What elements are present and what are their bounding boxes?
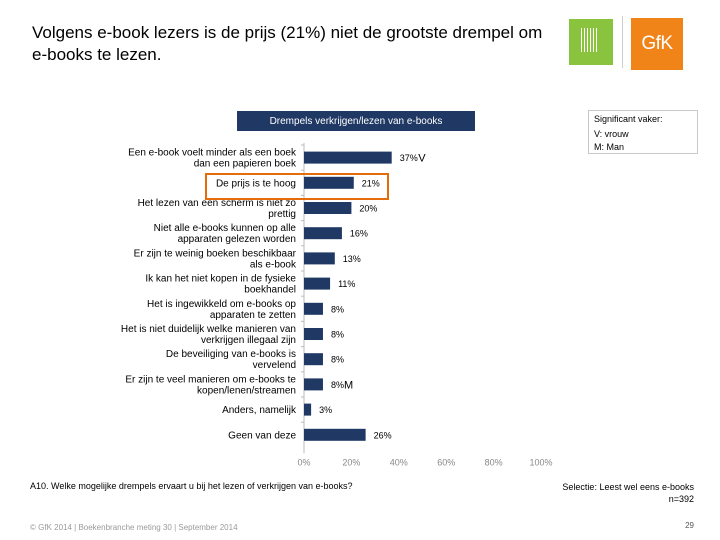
bar <box>304 403 312 416</box>
bar <box>304 302 323 315</box>
x-tick-label: 40% <box>390 457 408 467</box>
data-label: 8% <box>331 380 344 390</box>
x-tick-label: 100% <box>529 457 552 467</box>
barcode-icon <box>581 28 599 57</box>
slide-title: Volgens e-book lezers is de prijs (21%) … <box>32 23 543 64</box>
bar <box>304 353 323 366</box>
category-label: Niet alle e-books kunnen op alle <box>154 223 297 234</box>
data-label: 11% <box>338 279 355 289</box>
data-label: 16% <box>350 229 368 239</box>
bar <box>304 252 335 265</box>
category-label: verkrijgen illegaal zijn <box>201 335 296 346</box>
category-label: Ik kan het niet kopen in de fysieke <box>145 274 296 285</box>
chart-title: Drempels verkrijgen/lezen van e-books <box>237 111 475 131</box>
category-label: Het is ingewikkeld om e-books op <box>147 299 296 310</box>
data-label: 37% <box>400 153 418 163</box>
category-label: De prijs is te hoog <box>216 178 296 189</box>
category-label: apparaten te zetten <box>210 310 296 321</box>
selection-note: Selectie: Leest wel eens e-books n=392 <box>562 481 694 505</box>
bar <box>304 176 354 189</box>
category-label: Het lezen van een scherm is niet zo <box>138 198 297 209</box>
category-label: Er zijn te veel manieren om e-books te <box>125 374 296 385</box>
gfk-logo: GfK <box>631 18 683 70</box>
data-label: 8% <box>331 355 344 365</box>
bar <box>304 151 392 164</box>
category-label: als e-book <box>250 259 297 270</box>
x-tick-label: 20% <box>342 457 360 467</box>
x-tick-label: 0% <box>297 457 310 467</box>
sample-size: n=392 <box>668 494 694 504</box>
significance-legend: Significant vaker: V: vrouw M: Man <box>588 110 698 154</box>
footer-text: © GfK 2014 | Boekenbranche meting 30 | S… <box>30 523 238 532</box>
x-tick-label: 80% <box>485 457 503 467</box>
data-label: 8% <box>331 330 344 340</box>
category-label: boekhandel <box>244 285 296 296</box>
category-label: Anders, namelijk <box>222 405 297 416</box>
data-label: 8% <box>331 304 344 314</box>
data-label: 20% <box>359 204 377 214</box>
significance-legend-line: V: vrouw <box>594 129 629 139</box>
brand-logo-green <box>569 19 613 65</box>
x-tick-label: 60% <box>437 457 455 467</box>
bar <box>304 277 331 290</box>
category-label: dan een papieren boek <box>194 159 297 170</box>
significance-legend-title: Significant vaker: <box>594 114 663 124</box>
significance-marker: M <box>344 379 353 391</box>
category-label: kopen/lenen/streamen <box>197 385 296 396</box>
category-label: prettig <box>268 209 296 220</box>
significance-legend-line: M: Man <box>594 142 625 152</box>
data-label: 21% <box>362 178 380 188</box>
bar <box>304 328 323 340</box>
category-label: Geen van deze <box>228 430 296 441</box>
bar <box>304 202 352 214</box>
selection-line: Selectie: Leest wel eens e-books <box>562 482 694 492</box>
category-label: De beveiliging van e-books is <box>166 349 296 360</box>
page-number: 29 <box>685 521 694 530</box>
highlight-outline <box>205 173 389 200</box>
category-label: Er zijn te weinig boeken beschikbaar <box>134 248 297 259</box>
data-label: 3% <box>319 405 332 415</box>
significance-marker: V <box>418 153 426 165</box>
category-label: Een e-book voelt minder als een boek <box>128 148 297 159</box>
bar <box>304 378 323 391</box>
question-text: A10. Welke mogelijke drempels ervaart u … <box>30 481 353 491</box>
category-label: vervelend <box>253 360 296 371</box>
bar <box>304 428 366 441</box>
category-label: Het is niet duidelijk welke manieren van <box>121 324 296 335</box>
data-label: 26% <box>374 430 392 440</box>
bar <box>304 227 342 240</box>
data-label: 13% <box>343 254 361 264</box>
category-label: apparaten gelezen worden <box>178 234 296 245</box>
logo-divider <box>622 16 623 68</box>
